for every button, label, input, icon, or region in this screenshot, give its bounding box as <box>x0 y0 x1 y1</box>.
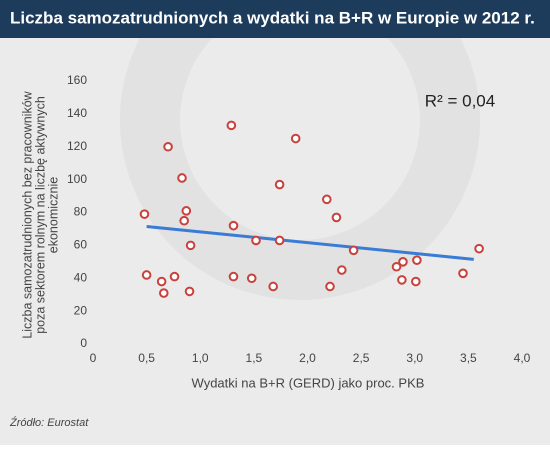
point <box>228 220 239 231</box>
point <box>251 235 261 246</box>
x-axis-label: Wydatki na B+R (GERD) jako proc. PKB <box>192 375 425 390</box>
point <box>158 288 169 298</box>
point <box>179 215 189 226</box>
y-tick-label: 40 <box>74 270 88 284</box>
watermark <box>120 0 480 300</box>
point <box>331 212 342 223</box>
x-tick-label: 1,0 <box>192 351 209 365</box>
y-tick-label: 100 <box>67 172 87 186</box>
point <box>139 209 150 219</box>
y-tick-label: 0 <box>80 336 87 350</box>
annotation: R² = 0,04 <box>425 91 495 110</box>
point <box>163 141 173 152</box>
point <box>181 206 192 216</box>
x-tick-label: 4,0 <box>514 351 531 365</box>
point <box>412 255 422 265</box>
point <box>184 286 195 297</box>
point <box>397 275 407 285</box>
point <box>177 173 187 183</box>
point <box>398 257 408 267</box>
x-tick-label: 3,5 <box>460 351 477 365</box>
y-tick-label: 140 <box>67 106 87 120</box>
point <box>246 273 257 284</box>
y-tick-label: 120 <box>67 139 87 153</box>
x-tick-label: 1,5 <box>246 351 263 365</box>
source: Źródło: Eurostat <box>9 416 89 429</box>
point <box>458 268 468 279</box>
title-bar <box>0 0 550 38</box>
point <box>274 235 285 246</box>
point <box>156 276 167 287</box>
point <box>185 240 196 251</box>
trend-line <box>146 224 474 261</box>
point <box>274 179 285 190</box>
point <box>228 271 239 282</box>
y-axis-label: poza sektorem rolnym na liczbę aktywnych <box>33 96 47 334</box>
point <box>226 120 237 131</box>
y-axis-label: Liczba samozatrudnionych bez pracowników <box>20 90 34 338</box>
x-tick-label: 0,5 <box>138 351 155 365</box>
x-tick-label: 2,5 <box>353 351 370 365</box>
point <box>325 281 335 292</box>
point <box>391 261 402 272</box>
point <box>474 243 484 254</box>
chart-title: Liczba samozatrudnionych a wydatki na B+… <box>10 8 535 27</box>
point <box>290 133 301 144</box>
y-tick-label: 60 <box>74 238 88 252</box>
point <box>322 194 332 205</box>
point <box>141 270 152 280</box>
point <box>169 271 180 282</box>
y-axis-label: ekonomicznie <box>46 177 60 253</box>
point <box>411 276 421 287</box>
point <box>348 245 359 256</box>
y-tick-label: 20 <box>74 303 88 317</box>
y-tick-label: 80 <box>74 205 88 219</box>
point <box>337 265 347 275</box>
x-tick-label: 2,0 <box>299 351 316 365</box>
x-tick-label: 0 <box>90 351 97 365</box>
x-tick-label: 3,0 <box>406 351 423 365</box>
y-tick-label: 160 <box>67 73 87 87</box>
point <box>268 281 278 292</box>
